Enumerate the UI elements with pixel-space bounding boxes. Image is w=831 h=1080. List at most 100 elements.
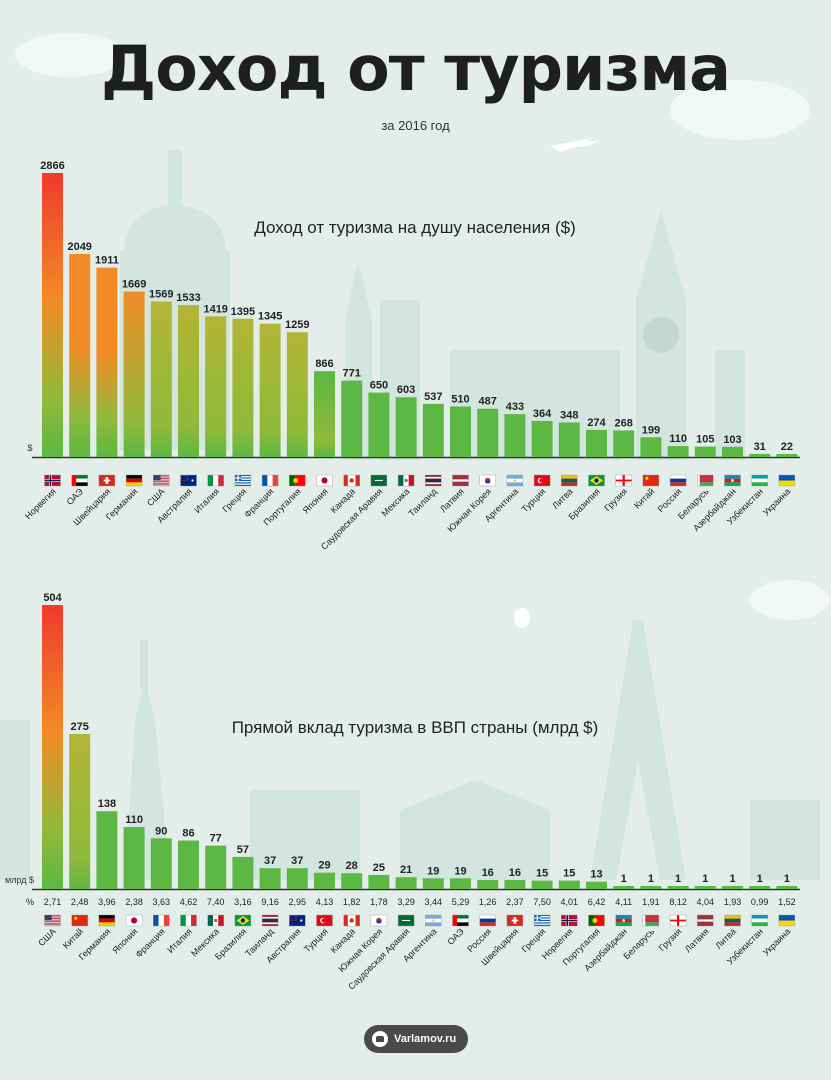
value-label-норвегия: 2866 [40,160,64,172]
value-label-италия: 86 [182,828,194,840]
category-label-литва: Литва [713,926,738,951]
bar-япония [123,827,145,889]
value-label-греция: 1395 [231,306,255,318]
percent-label-япония: 2,38 [125,897,143,907]
value-label-россия: 110 [669,433,687,445]
bar-португалия [286,332,308,457]
page-title: Доход от туризма [101,32,731,105]
bar-швейцария [504,879,526,889]
flag-ua-icon [778,474,796,487]
bar-турция [314,872,335,889]
bar-австралия [286,868,308,889]
bar-сша [42,605,63,889]
bar-украина [776,886,798,889]
flag-au-icon [289,914,306,927]
flag-fr-icon [153,914,170,927]
value-label-швейцария: 16 [509,867,521,879]
value-label-оаэ: 2049 [67,241,91,253]
flag-jp-icon [125,914,143,927]
value-label-сша: 1569 [149,289,173,301]
percent-label-беларусь: 1,91 [642,897,660,907]
flag-it-icon [207,474,224,487]
flag-sa-icon [370,474,388,487]
flag-th-icon [425,474,442,487]
bar-канада [341,873,363,889]
value-label-япония: 110 [125,814,143,826]
percent-label-азербайджан: 4,11 [615,897,632,907]
value-label-сша: 504 [43,592,62,604]
brand-badge[interactable]: Varlamov.ru [364,1025,468,1053]
flag-cn-icon [642,474,660,487]
value-label-австралия: 37 [291,855,303,867]
percent-label-таиланд: 9,16 [261,897,279,907]
value-label-саудовская-аравия: 650 [370,380,388,392]
flag-ae-icon [71,474,88,487]
value-label-таиланд: 537 [424,391,442,403]
bar-беларусь [694,446,716,457]
bar-южная-корея [368,874,390,889]
value-label-франция: 90 [155,825,167,837]
category-label-сша: США [36,926,58,948]
bar-мексика [205,845,227,889]
percent-label-саудовская-аравия: 3,29 [397,897,415,907]
flag-de-icon [98,914,116,927]
value-label-азербайджан: 103 [723,434,741,446]
value-label-латвия: 1 [702,873,708,885]
bar-россия [477,879,499,889]
value-label-оаэ: 19 [454,865,466,877]
value-label-италия: 1419 [203,303,227,315]
bar-швейцария [96,267,118,457]
bar-оаэ [69,253,91,457]
bar-бразилия [232,856,254,889]
value-label-литва: 1 [729,873,735,885]
flag-gr-icon [234,474,252,487]
value-label-азербайджан: 1 [621,873,627,885]
flag-lt-icon [561,474,578,487]
y-axis-label: млрд $ [5,875,34,885]
flag-az-icon [724,474,741,487]
flag-tr-icon [533,474,551,487]
value-label-бразилия: 57 [237,844,249,856]
bar-южная-корея [477,408,499,457]
flag-pt-icon [588,914,605,927]
flag-sa-icon [397,914,415,927]
percent-label-узбекистан: 0,99 [751,897,769,907]
bar-латвия [694,886,716,889]
flag-pt-icon [289,474,306,487]
flag-ge-icon [669,914,687,927]
bar-норвегия [558,880,580,889]
value-label-швейцария: 1911 [95,255,119,267]
bar-австралия [178,305,199,457]
value-label-литва: 348 [560,410,578,422]
bar-китай [640,437,662,457]
percent-label-оаэ: 5,29 [452,897,470,907]
bar-германия [96,811,118,889]
bar-беларусь [640,886,662,889]
bar-германия [123,291,145,457]
value-label-германия: 1669 [122,279,146,291]
flag-de-icon [125,474,143,487]
percent-label-турция: 4,13 [316,897,334,907]
bar-россия [667,446,689,457]
value-label-португалия: 13 [590,869,602,881]
value-label-беларусь: 1 [648,873,654,885]
bar-оаэ [450,878,471,889]
percent-label-южная-корея: 1,78 [370,897,388,907]
bar-италия [178,840,199,889]
percent-label-франция: 3,63 [153,897,171,907]
value-label-аргентина: 433 [506,401,524,413]
value-label-узбекистан: 31 [754,441,766,453]
chart-gdp-contribution: Прямой вклад туризма в ВВП страны (млрд … [5,592,800,992]
percent-label-россия: 1,26 [479,897,497,907]
chart-title: Прямой вклад туризма в ВВП страны (млрд … [232,718,599,737]
flag-mx-icon [397,474,415,487]
plane-icon [550,138,600,152]
flag-ch-icon [506,914,524,927]
percent-row-label: % [26,897,34,907]
category-label-китай: Китай [61,926,85,950]
bar-грузия [613,430,635,457]
chart-income-per-capita: Доход от туризма на душу населения ($) $2… [23,160,800,552]
bar-португалия [586,881,607,889]
bar-норвегия [42,173,63,457]
flag-by-icon [697,474,714,487]
